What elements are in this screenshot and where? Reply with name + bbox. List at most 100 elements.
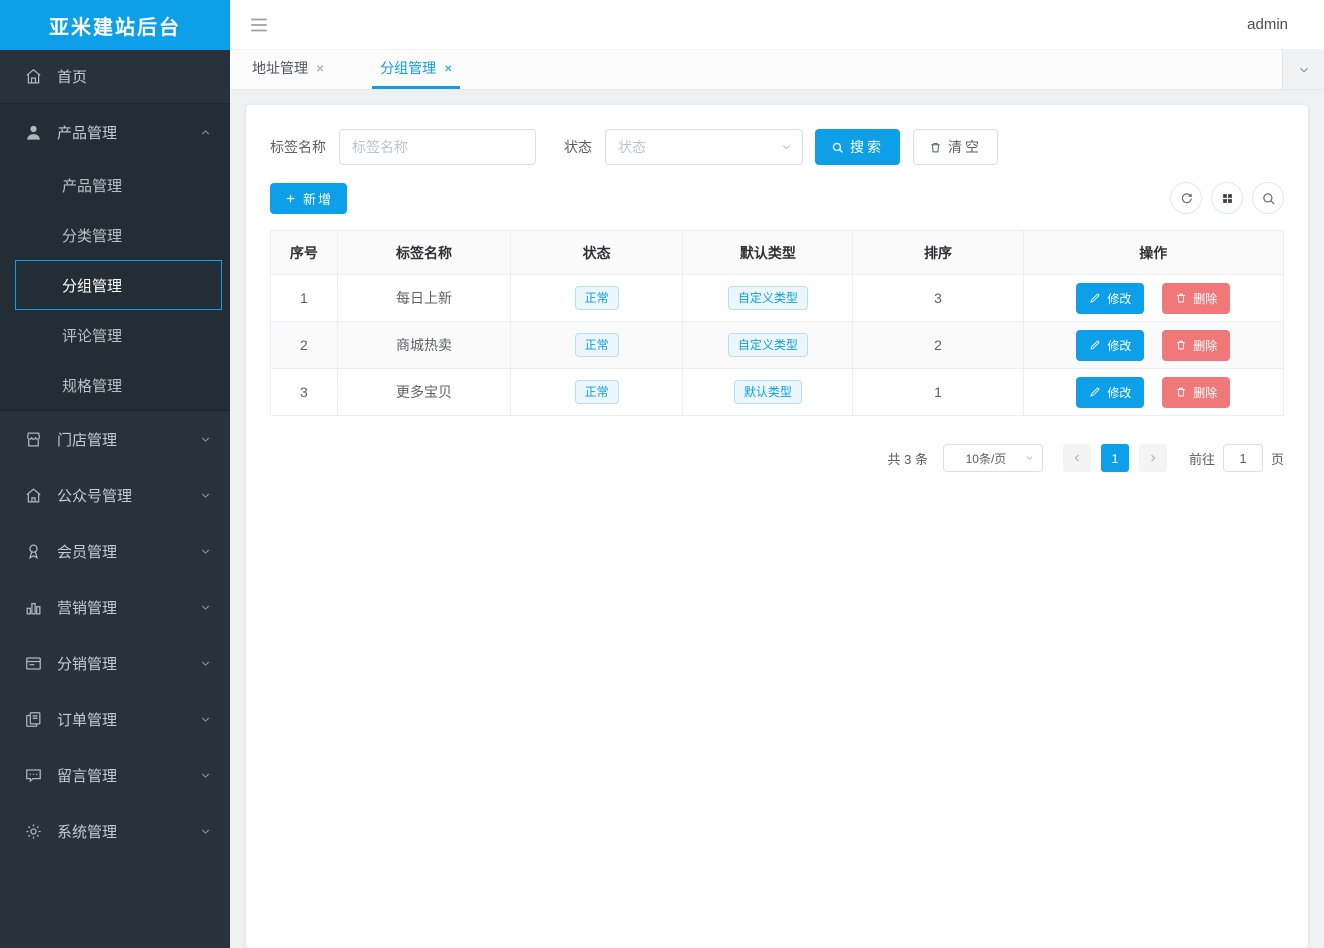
page-size-select[interactable]: 10条/页 (942, 444, 1043, 472)
sidebar-nav: 首页 产品管理 产品管理 分类管理 分组管理 评论管理 (0, 50, 230, 859)
add-button[interactable]: 新增 (270, 182, 348, 214)
search-button[interactable]: 搜索 (815, 129, 900, 165)
sidebar: 亚米建站后台 首页 产品管理 产品管 (0, 0, 230, 948)
sidebar-item-label: 产品管理 (57, 124, 118, 142)
edit-button-label: 修改 (1107, 338, 1132, 353)
chevron-right-icon (1151, 454, 1156, 462)
name-filter-label: 标签名称 (270, 139, 326, 155)
sidebar-item-store[interactable]: 门店管理 (0, 411, 230, 467)
column-settings-button[interactable] (1211, 182, 1243, 214)
cell-name: 更多宝贝 (336, 368, 512, 416)
page-size-value: 10条/页 (965, 451, 1007, 466)
add-button-label: 新增 (303, 191, 334, 207)
tab-label: 地址管理 (252, 60, 308, 76)
sidebar-item-label: 公众号管理 (57, 487, 133, 505)
sidebar-item-product-management[interactable]: 产品管理 (0, 104, 230, 160)
edit-button[interactable]: 修改 (1076, 329, 1145, 361)
cell-name: 每日上新 (336, 274, 512, 322)
sidebar-item-spec[interactable]: 规格管理 (0, 360, 230, 410)
sidebar-item-distribution[interactable]: 分销管理 (0, 635, 230, 691)
refresh-button[interactable] (1170, 182, 1202, 214)
chevron-down-icon (199, 769, 212, 782)
user-icon (24, 123, 43, 142)
status-filter-select[interactable]: 状态 (605, 129, 803, 165)
name-filter-input[interactable] (339, 129, 536, 165)
sidebar-item-marketing[interactable]: 营销管理 (0, 579, 230, 635)
chevron-down-icon (199, 489, 212, 502)
close-icon[interactable]: × (444, 60, 453, 76)
tab-label: 分组管理 (380, 60, 437, 76)
cell-index: 3 (270, 368, 338, 416)
chevron-down-icon (1297, 63, 1311, 77)
chevron-down-icon (199, 657, 212, 670)
trash-icon (1177, 340, 1186, 350)
delete-button[interactable]: 删除 (1162, 282, 1231, 314)
sidebar-item-category[interactable]: 分类管理 (0, 210, 230, 260)
sidebar-item-label: 留言管理 (57, 767, 118, 785)
table-search-button[interactable] (1252, 182, 1284, 214)
hamburger-menu-icon[interactable] (248, 14, 270, 36)
trash-icon (1177, 293, 1186, 303)
user-menu[interactable]: admin (1247, 16, 1288, 33)
tab-address-management[interactable]: 地址管理 × (244, 50, 332, 89)
chevron-down-icon (199, 713, 212, 726)
search-icon (1262, 192, 1275, 205)
column-header: 状态 (510, 230, 684, 275)
cell-name: 商城热卖 (336, 321, 512, 369)
sidebar-item-label: 分销管理 (57, 655, 118, 673)
next-page-button[interactable] (1138, 444, 1167, 472)
page-number-button[interactable]: 1 (1100, 444, 1129, 472)
column-header: 操作 (1022, 230, 1285, 275)
prev-page-button[interactable] (1062, 444, 1091, 472)
sidebar-item-member[interactable]: 会员管理 (0, 523, 230, 579)
sidebar-item-message[interactable]: 留言管理 (0, 747, 230, 803)
member-icon (24, 542, 43, 561)
sidebar-item-system[interactable]: 系统管理 (0, 803, 230, 859)
cell-sort: 2 (852, 321, 1024, 369)
delete-button-label: 删除 (1193, 385, 1218, 400)
sidebar-item-label: 会员管理 (57, 543, 118, 561)
trash-icon (931, 142, 940, 152)
page-unit-label: 页 (1270, 451, 1284, 467)
content-card: 标签名称 状态 状态 搜索 清空 (246, 105, 1308, 948)
sidebar-group-product: 产品管理 产品管理 分类管理 分组管理 评论管理 规格管理 (0, 104, 230, 411)
sidebar-item-official-account[interactable]: 公众号管理 (0, 467, 230, 523)
sidebar-item-home[interactable]: 首页 (0, 50, 230, 104)
close-icon[interactable]: × (316, 60, 325, 76)
cell-index: 1 (270, 274, 338, 322)
cell-sort: 3 (852, 274, 1024, 322)
delete-button[interactable]: 删除 (1162, 329, 1231, 361)
chevron-down-icon (199, 433, 212, 446)
order-icon (24, 710, 43, 729)
chevron-down-icon (780, 141, 793, 154)
cell-index: 2 (270, 321, 338, 369)
sidebar-item-label: 系统管理 (57, 823, 118, 841)
home-icon (24, 67, 43, 86)
status-badge: 正常 (574, 379, 619, 405)
clear-button[interactable]: 清空 (913, 129, 998, 165)
tab-bar: 地址管理 × 分组管理 × (230, 50, 1324, 90)
table-tools (1170, 182, 1284, 214)
pagination: 共 3 条 10条/页 1 前往 页 (270, 444, 1284, 472)
tab-dropdown-button[interactable] (1282, 50, 1324, 89)
edit-button[interactable]: 修改 (1076, 376, 1145, 408)
table-header-row: 序号 标签名称 状态 默认类型 排序 操作 (270, 230, 1285, 275)
delete-button[interactable]: 删除 (1162, 376, 1231, 408)
pencil-icon (1090, 293, 1100, 303)
sidebar-item-label: 门店管理 (57, 431, 118, 449)
edit-button[interactable]: 修改 (1076, 282, 1145, 314)
filter-row: 标签名称 状态 状态 搜索 清空 (270, 129, 1284, 165)
edit-button-label: 修改 (1107, 385, 1132, 400)
goto-page-input[interactable] (1222, 444, 1263, 472)
sidebar-item-order[interactable]: 订单管理 (0, 691, 230, 747)
sidebar-item-label: 营销管理 (57, 599, 118, 617)
store-icon (24, 430, 43, 449)
sidebar-item-comment[interactable]: 评论管理 (0, 310, 230, 360)
delete-button-label: 删除 (1193, 291, 1218, 306)
sidebar-item-product-sub[interactable]: 产品管理 (0, 160, 230, 210)
sidebar-item-group-active[interactable]: 分组管理 (15, 260, 222, 310)
sidebar-item-label: 订单管理 (57, 711, 118, 729)
type-badge: 自定义类型 (727, 332, 808, 358)
tab-group-management[interactable]: 分组管理 × (372, 50, 461, 89)
search-button-label: 搜索 (850, 139, 884, 155)
